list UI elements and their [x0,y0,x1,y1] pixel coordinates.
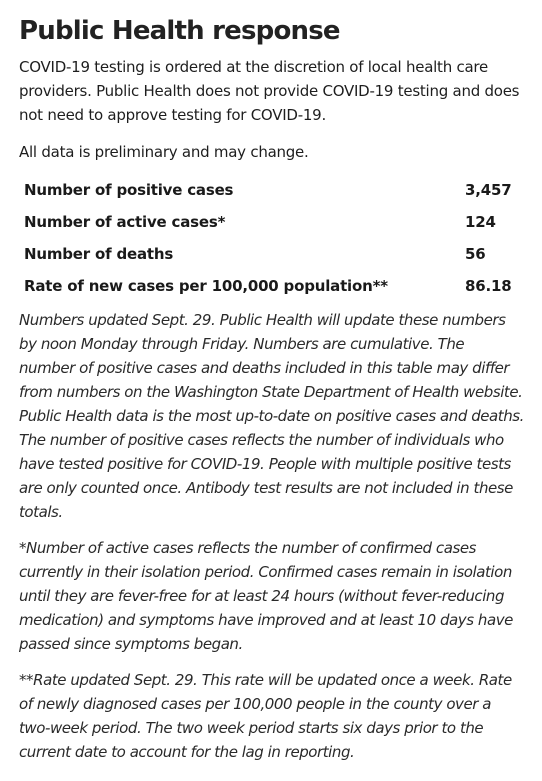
table-row: Number of active cases* 124 [19,206,515,238]
table-row: Number of positive cases 3,457 [19,174,515,206]
stat-value: 56 [465,245,486,263]
stat-label: Number of positive cases [24,181,234,199]
page-title: Public Health response [19,16,341,46]
active-cases-footnote: *Number of active cases reflects the num… [19,539,513,653]
stat-label: Rate of new cases per 100,000 population… [24,277,388,295]
preliminary-note: All data is preliminary and may change. [19,143,309,161]
table-row: Number of deaths 56 [19,238,515,270]
intro-paragraph: COVID-19 testing is ordered at the discr… [19,58,520,124]
update-note: Numbers updated Sept. 29. Public Health … [19,311,524,521]
stat-label: Number of active cases* [24,213,226,231]
table-row: Rate of new cases per 100,000 population… [19,270,515,302]
stat-value: 124 [465,213,496,231]
stat-label: Number of deaths [24,245,174,263]
stats-table: Number of positive cases 3,457 Number of… [19,174,515,302]
rate-footnote: **Rate updated Sept. 29. This rate will … [19,671,512,761]
content-section: Public Health response COVID-19 testing … [19,16,524,761]
stat-value: 86.18 [465,277,512,295]
stat-value: 3,457 [465,181,512,199]
